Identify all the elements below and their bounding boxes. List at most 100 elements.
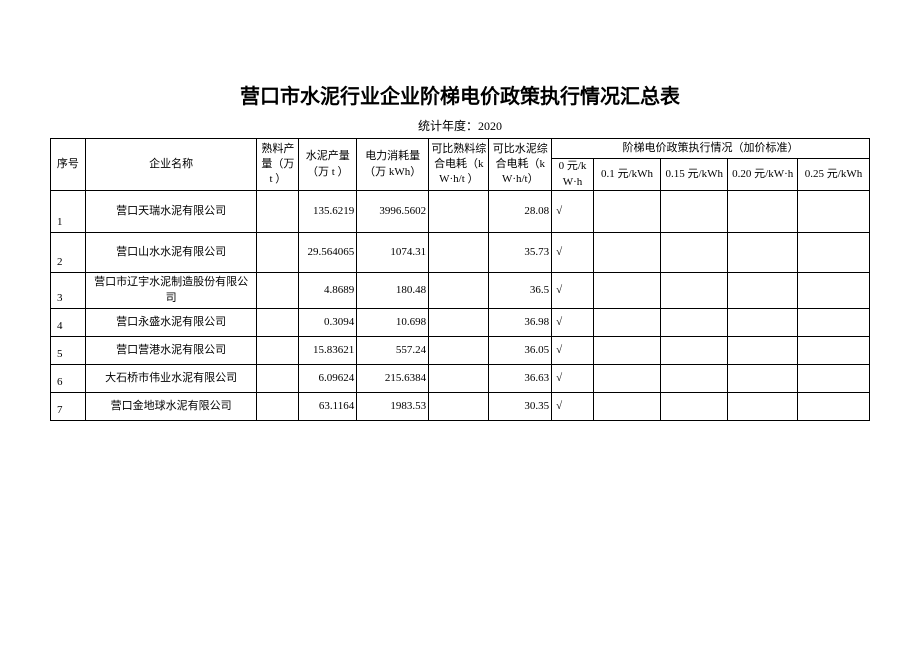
cell-t4 — [798, 233, 870, 273]
cell-t2 — [661, 233, 728, 273]
cell-t0: √ — [552, 337, 594, 365]
subtitle-year: 2020 — [478, 119, 502, 133]
cell-t2 — [661, 309, 728, 337]
cell-t3 — [728, 365, 798, 393]
cell-clinker — [257, 273, 299, 309]
cell-t1 — [593, 233, 660, 273]
th-tier4: 0.25 元/kWh — [798, 159, 870, 191]
th-clinker-output: 熟料产量（万 t ） — [257, 139, 299, 191]
th-cement-energy: 可比水泥综合电耗（kW·h/t） — [489, 139, 552, 191]
table-row: 6大石桥市伟业水泥有限公司 6.09624215.6384 36.63√ — [51, 365, 870, 393]
th-clinker-energy: 可比熟料综合电耗（kW·h/t ） — [429, 139, 489, 191]
th-tier1: 0.1 元/kWh — [593, 159, 660, 191]
table-row: 1营口天瑞水泥有限公司135.62193996.560228.08√ — [51, 191, 870, 233]
cell-power: 3996.5602 — [357, 191, 429, 233]
page-title: 营口市水泥行业企业阶梯电价政策执行情况汇总表 — [50, 80, 870, 109]
cell-clinker — [257, 309, 299, 337]
cell-cement: 6.09624 — [299, 365, 357, 393]
cell-clinker — [257, 393, 299, 421]
cell-power: 557.24 — [357, 337, 429, 365]
cell-clinker — [257, 191, 299, 233]
cell-seq: 7 — [51, 393, 86, 421]
table-row: 7营口金地球水泥有限公司63.11641983.5330.35√ — [51, 393, 870, 421]
cell-t1 — [593, 273, 660, 309]
cell-power: 215.6384 — [357, 365, 429, 393]
cell-t4 — [798, 191, 870, 233]
cell-power: 10.698 — [357, 309, 429, 337]
cell-clke — [429, 365, 489, 393]
cell-t4 — [798, 337, 870, 365]
cell-clinker — [257, 365, 299, 393]
cell-t1 — [593, 309, 660, 337]
cell-name: 营口营港水泥有限公司 — [85, 337, 257, 365]
cell-name: 营口市辽宇水泥制造股份有限公司 — [85, 273, 257, 309]
th-name: 企业名称 — [85, 139, 257, 191]
cell-power: 1074.31 — [357, 233, 429, 273]
cell-name: 营口山水水泥有限公司 — [85, 233, 257, 273]
cell-ceme: 36.5 — [489, 273, 552, 309]
cell-t3 — [728, 309, 798, 337]
cell-clke — [429, 337, 489, 365]
th-tier-title: 阶梯电价政策执行情况（加价标准） — [552, 139, 870, 159]
summary-table: 序号 企业名称 熟料产量（万 t ） 水泥产量（万 t ） 电力消耗量（万 kW… — [50, 138, 870, 421]
cell-t2 — [661, 337, 728, 365]
cell-t0: √ — [552, 393, 594, 421]
cell-seq: 5 — [51, 337, 86, 365]
cell-ceme: 30.35 — [489, 393, 552, 421]
cell-t0: √ — [552, 309, 594, 337]
cell-clke — [429, 233, 489, 273]
th-cement-output: 水泥产量（万 t ） — [299, 139, 357, 191]
th-power: 电力消耗量（万 kWh） — [357, 139, 429, 191]
cell-t3 — [728, 273, 798, 309]
cell-cement: 4.8689 — [299, 273, 357, 309]
table-header: 序号 企业名称 熟料产量（万 t ） 水泥产量（万 t ） 电力消耗量（万 kW… — [51, 139, 870, 191]
cell-cement: 135.6219 — [299, 191, 357, 233]
cell-t0: √ — [552, 365, 594, 393]
cell-t1 — [593, 337, 660, 365]
cell-ceme: 35.73 — [489, 233, 552, 273]
cell-seq: 2 — [51, 233, 86, 273]
cell-t0: √ — [552, 273, 594, 309]
cell-t3 — [728, 233, 798, 273]
cell-ceme: 28.08 — [489, 191, 552, 233]
subtitle-label: 统计年度： — [418, 119, 478, 133]
cell-clke — [429, 393, 489, 421]
cell-cement: 0.3094 — [299, 309, 357, 337]
cell-name: 营口永盛水泥有限公司 — [85, 309, 257, 337]
cell-t2 — [661, 191, 728, 233]
cell-t4 — [798, 365, 870, 393]
cell-clke — [429, 191, 489, 233]
th-seq: 序号 — [51, 139, 86, 191]
cell-cement: 29.564065 — [299, 233, 357, 273]
table-row: 4营口永盛水泥有限公司0.309410.69836.98√ — [51, 309, 870, 337]
table-row: 3营口市辽宇水泥制造股份有限公司 4.8689180.48 36.5√ — [51, 273, 870, 309]
cell-clke — [429, 273, 489, 309]
cell-ceme: 36.98 — [489, 309, 552, 337]
cell-t3 — [728, 191, 798, 233]
cell-t3 — [728, 393, 798, 421]
cell-power: 180.48 — [357, 273, 429, 309]
cell-ceme: 36.63 — [489, 365, 552, 393]
cell-t1 — [593, 191, 660, 233]
cell-t2 — [661, 365, 728, 393]
cell-ceme: 36.05 — [489, 337, 552, 365]
cell-seq: 3 — [51, 273, 86, 309]
th-tier0: 0 元/kW·h — [552, 159, 594, 191]
cell-t4 — [798, 273, 870, 309]
cell-seq: 1 — [51, 191, 86, 233]
table-row: 5营口营港水泥有限公司 15.83621557.24 36.05√ — [51, 337, 870, 365]
cell-t2 — [661, 393, 728, 421]
cell-t2 — [661, 273, 728, 309]
table-row: 2营口山水水泥有限公司 29.5640651074.31 35.73√ — [51, 233, 870, 273]
cell-clinker — [257, 337, 299, 365]
th-tier2: 0.15 元/kWh — [661, 159, 728, 191]
cell-name: 营口金地球水泥有限公司 — [85, 393, 257, 421]
table-body: 1营口天瑞水泥有限公司135.62193996.560228.08√2营口山水水… — [51, 191, 870, 421]
cell-cement: 15.83621 — [299, 337, 357, 365]
cell-t1 — [593, 393, 660, 421]
cell-seq: 6 — [51, 365, 86, 393]
cell-t0: √ — [552, 233, 594, 273]
cell-name: 大石桥市伟业水泥有限公司 — [85, 365, 257, 393]
cell-t1 — [593, 365, 660, 393]
cell-t4 — [798, 393, 870, 421]
